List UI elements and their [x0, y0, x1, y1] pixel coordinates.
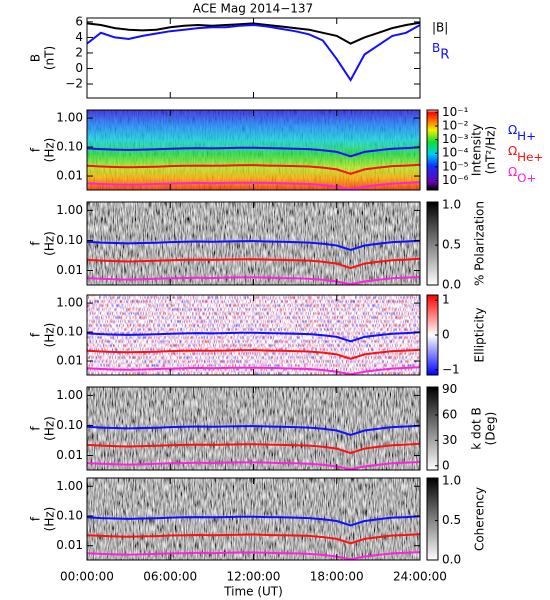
colorbar-tick-label: 0	[442, 328, 450, 342]
y-axis-label: (Hz)	[43, 507, 57, 532]
colorbar-tick-label: 0.5	[442, 238, 461, 252]
series-line	[87, 23, 420, 83]
y-tick-label: 0.10	[56, 508, 83, 522]
colorbar-tick-label: 10⁻¹	[442, 105, 469, 119]
y-tick-label: 0.01	[56, 538, 83, 552]
legend-name: Ω	[508, 165, 517, 179]
series-line	[87, 276, 420, 285]
series-line	[87, 533, 420, 545]
y-tick-label: 0.01	[56, 448, 83, 462]
y-tick-label: 6	[75, 14, 83, 28]
series-line	[87, 331, 420, 343]
y-axis-label: f	[29, 332, 43, 337]
y-axis-label: (Hz)	[43, 138, 57, 163]
y-axis-label: f	[29, 147, 43, 152]
legend-label: ΩHe+	[508, 144, 543, 164]
colorbar-label: Ellipticity	[473, 308, 487, 363]
legend-label: BR	[432, 41, 449, 63]
series-line	[87, 461, 420, 470]
y-tick-label: 1.00	[56, 203, 83, 217]
colorbar	[426, 386, 439, 471]
y-tick-label: 4	[75, 30, 83, 44]
colorbar-tick-label: 0.0	[442, 553, 461, 567]
y-tick-label: 1.00	[56, 388, 83, 402]
y-axis-label: f	[29, 426, 43, 431]
series-line	[87, 163, 420, 175]
x-tick-label: 06:00:00	[143, 570, 197, 584]
chart-title: ACE Mag 2014−137	[193, 2, 313, 16]
colorbar-tick-label: 1	[442, 293, 450, 307]
legend-subscript: R	[440, 48, 449, 63]
y-axis-label: (nT)	[43, 46, 57, 70]
colorbar-tick-label: 1.0	[442, 198, 461, 212]
colorbar	[426, 201, 439, 286]
legend-label: |B|	[432, 21, 448, 35]
y-tick-label: 1.00	[56, 111, 83, 125]
series-line	[87, 181, 420, 190]
colorbar-label: (nT²/Hz)	[484, 126, 498, 174]
series-line	[87, 442, 420, 455]
series-line	[87, 239, 420, 252]
y-axis-label: B	[29, 54, 43, 62]
colorbar-label: k dot B	[470, 407, 484, 449]
y-tick-label: 0	[75, 61, 83, 75]
colorbar-label: Intensity	[470, 124, 484, 176]
legend-name: B	[432, 41, 440, 55]
y-tick-label: 0.10	[56, 325, 83, 339]
y-axis-label: (Hz)	[43, 231, 57, 256]
colorbar-tick-label: 1.0	[442, 474, 461, 488]
colorbar-label: % Polarization	[473, 201, 487, 286]
series-line	[87, 515, 420, 527]
y-tick-label: 1.00	[56, 479, 83, 493]
legend-label: ΩH+	[508, 123, 536, 143]
legend-subscript: O+	[517, 170, 536, 184]
series-line	[87, 257, 420, 270]
colorbar-tick-label: −1	[442, 362, 460, 376]
colorbar-tick-label: 0.5	[442, 513, 461, 527]
series-line	[87, 551, 420, 560]
legend-subscript: He+	[517, 149, 543, 163]
colorbar	[426, 477, 439, 561]
colorbar-tick-label: 10⁻²	[442, 119, 469, 133]
y-tick-label: 0.10	[56, 233, 83, 247]
y-tick-label: 0.01	[56, 354, 83, 368]
colorbar-tick-label: 30	[442, 433, 457, 447]
x-tick-label: 00:00:00	[60, 570, 114, 584]
colorbar-tick-label: 10⁻⁴	[442, 146, 469, 160]
legend-subscript: H+	[517, 128, 536, 142]
y-axis-label: (Hz)	[43, 416, 57, 441]
x-tick-label: 18:00:00	[310, 570, 364, 584]
y-tick-label: 2	[75, 45, 83, 59]
y-axis-label: (Hz)	[43, 323, 57, 348]
x-axis-label: Time (UT)	[223, 585, 283, 599]
y-tick-label: −2	[65, 77, 83, 91]
colorbar-tick-label: 90	[442, 382, 457, 396]
x-tick-label: 12:00:00	[227, 570, 281, 584]
y-tick-label: 1.00	[56, 296, 83, 310]
legend-name: Ω	[508, 123, 517, 137]
colorbar-tick-label: 0	[442, 458, 450, 472]
series-line	[87, 146, 420, 158]
y-tick-label: 0.10	[56, 140, 83, 154]
colorbar-tick-label: 10⁻⁵	[442, 159, 469, 173]
series-line	[87, 366, 420, 375]
colorbar-tick-label: 10⁻³	[442, 132, 469, 146]
series-line	[87, 424, 420, 437]
colorbar-label: (Deg)	[484, 412, 498, 446]
legend-name: Ω	[508, 144, 517, 158]
y-axis-label: f	[29, 516, 43, 521]
colorbar-label: Coherency	[473, 487, 487, 551]
colorbar-tick-label: 0.0	[442, 278, 461, 292]
x-tick-label: 24:00:00	[393, 570, 447, 584]
y-tick-label: 0.10	[56, 418, 83, 432]
y-tick-label: 0.01	[56, 263, 83, 277]
colorbar-tick-label: 10⁻⁶	[442, 173, 469, 187]
colorbar-tick-label: 60	[442, 407, 457, 421]
y-tick-label: 0.01	[56, 169, 83, 183]
y-axis-label: f	[29, 241, 43, 246]
series-line	[87, 348, 420, 360]
colorbar	[426, 109, 439, 191]
legend-label: ΩO+	[508, 165, 537, 185]
